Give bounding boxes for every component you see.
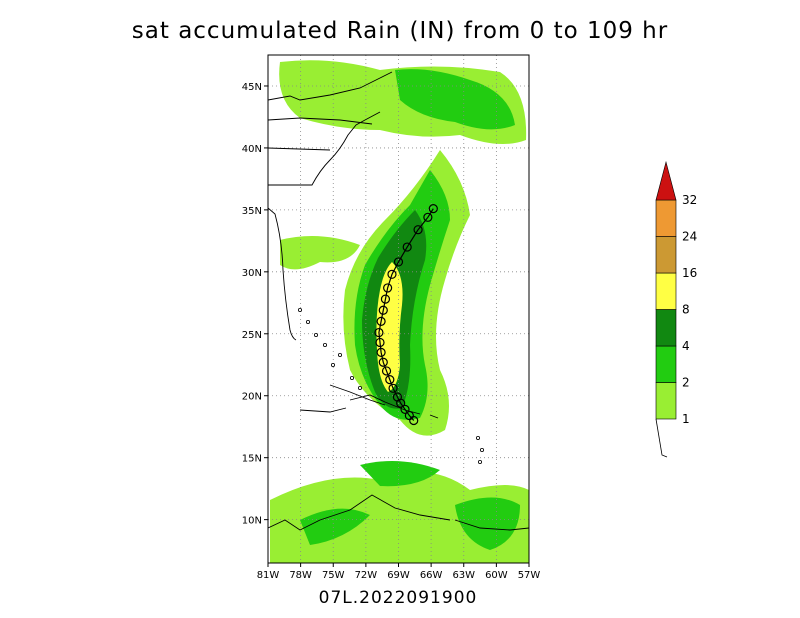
track-point	[388, 383, 398, 393]
track-point	[393, 257, 404, 267]
colorbar-segment	[655, 272, 677, 310]
lat-tick-label: 25N	[242, 330, 262, 341]
colorbar-label: 24	[682, 230, 697, 244]
lat-tick-label: 45N	[242, 82, 262, 93]
lon-tick-label: 57W	[518, 570, 541, 581]
track-line	[378, 208, 434, 421]
island	[313, 332, 318, 337]
colorbar-segment	[655, 382, 677, 420]
coastline	[268, 111, 381, 186]
lat-tick-label: 20N	[242, 392, 262, 403]
coastline	[268, 117, 373, 125]
coastline	[299, 407, 347, 413]
lon-tick-label: 75W	[322, 570, 345, 581]
lat-tick-label: 10N	[242, 516, 262, 527]
lon-tick-label: 66W	[420, 570, 443, 581]
rain-shading	[270, 472, 529, 563]
track-point	[376, 316, 386, 326]
rain-shading	[280, 236, 360, 270]
coastline	[329, 384, 386, 406]
track-point	[383, 283, 393, 293]
lat-tick-label: 30N	[242, 268, 262, 279]
coastline	[429, 414, 439, 419]
lon-tick-label: 69W	[387, 570, 410, 581]
track-point	[374, 327, 384, 338]
island	[297, 307, 302, 312]
rain-shading	[360, 461, 440, 487]
island	[477, 459, 482, 464]
track-point	[404, 410, 414, 421]
storm-track	[374, 204, 438, 426]
track-point	[378, 305, 388, 315]
coastline	[268, 494, 451, 531]
colorbar-label: 32	[682, 193, 697, 207]
coastline	[268, 71, 393, 101]
track-point	[402, 242, 412, 252]
colorbar-label: 2	[682, 376, 690, 390]
island	[475, 435, 480, 440]
colorbar-label: 8	[682, 303, 690, 317]
island	[349, 375, 354, 380]
track-point	[387, 269, 397, 279]
coastline	[454, 519, 529, 531]
longitude-axis: 81W 78W 75W 72W 69W 66W 63W 60W 57W	[257, 563, 541, 581]
track-point	[413, 225, 423, 235]
coastlines	[268, 71, 529, 531]
track-point	[375, 337, 385, 348]
colorbar-max-triangle	[655, 160, 677, 201]
colorbar-label: 16	[682, 266, 697, 280]
lat-tick-label: 40N	[242, 144, 262, 155]
rain-shading	[455, 497, 520, 550]
island	[330, 362, 335, 367]
track-point	[378, 357, 388, 367]
lon-tick-label: 78W	[289, 570, 312, 581]
colorbar-min-tail	[655, 418, 668, 458]
lat-tick-label: 15N	[242, 454, 262, 465]
gridlines	[268, 55, 529, 563]
track-point	[423, 212, 433, 222]
track-point	[380, 294, 391, 304]
colorbar-label: 1	[682, 412, 690, 426]
track-point	[400, 404, 410, 414]
colorbar-segment	[655, 309, 677, 347]
coastline	[268, 207, 297, 341]
rainfall-field	[270, 60, 529, 563]
lon-tick-label: 81W	[257, 570, 280, 581]
island	[479, 447, 484, 452]
storm-id-label: 07L.2022091900	[318, 588, 478, 608]
rain-shading	[300, 508, 370, 545]
colorbar-segment	[655, 199, 677, 237]
track-point	[385, 375, 395, 385]
island	[305, 319, 310, 324]
lat-tick-label: 35N	[242, 206, 262, 217]
track-point	[376, 347, 386, 357]
island	[357, 385, 362, 390]
latitude-axis: 45N 40N 35N 30N 25N 20N 15N 10N	[242, 82, 268, 527]
lon-tick-label: 63W	[452, 570, 475, 581]
colorbar-segment	[655, 236, 677, 274]
track-point	[381, 366, 392, 376]
island	[337, 352, 342, 357]
track-point	[392, 392, 403, 402]
track-point	[428, 204, 438, 214]
colorbar-segment	[655, 345, 677, 383]
coastline	[268, 147, 331, 151]
map-title: sat accumulated Rain (IN) from 0 to 109 …	[131, 18, 669, 44]
colorbar-label: 4	[682, 339, 690, 353]
rain-shading	[395, 69, 515, 130]
lon-tick-label: 72W	[355, 570, 378, 581]
lon-tick-label: 60W	[485, 570, 508, 581]
island	[322, 342, 327, 347]
